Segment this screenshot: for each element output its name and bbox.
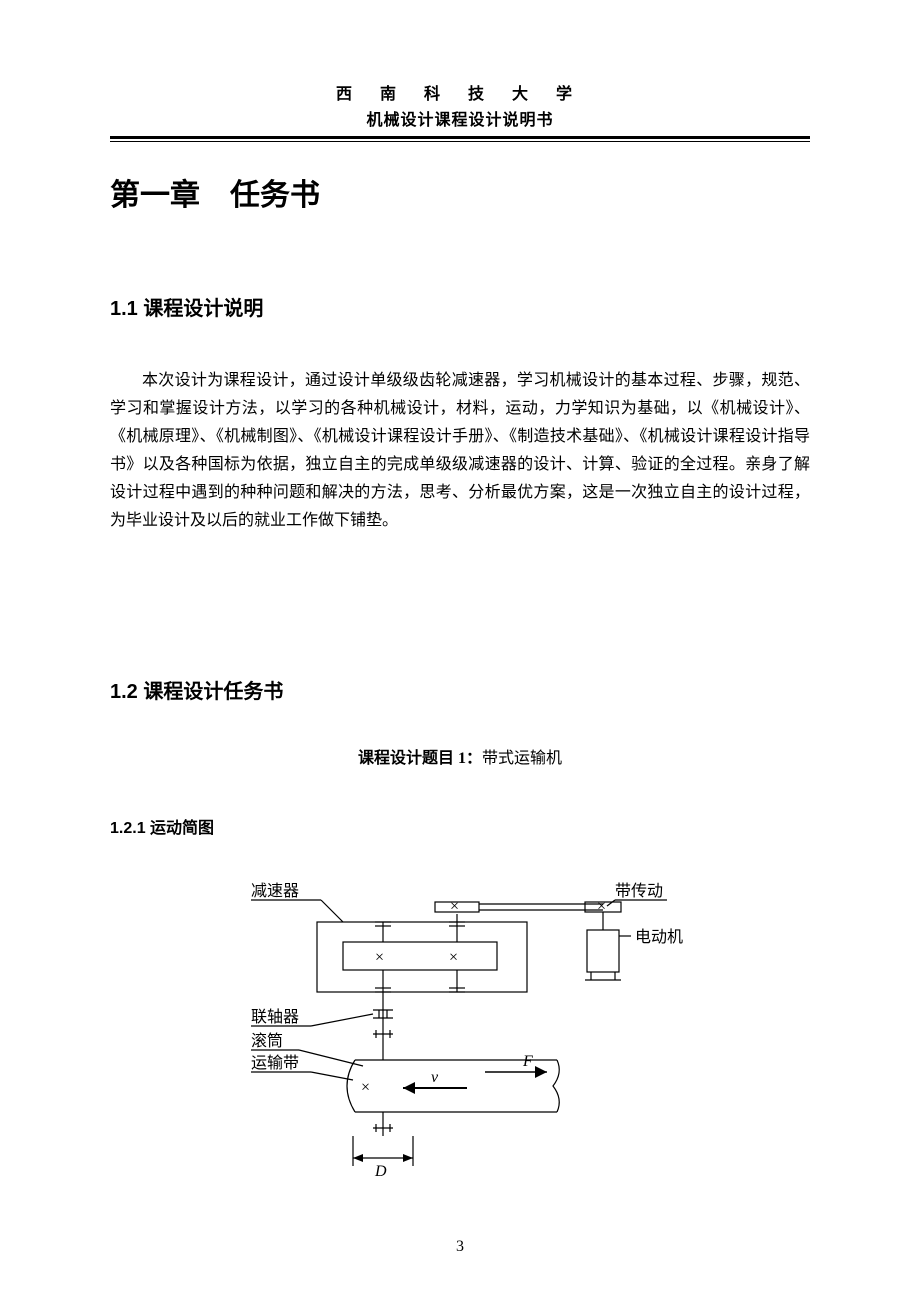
svg-text:×: × <box>450 898 459 915</box>
header-rule <box>110 136 810 142</box>
svg-text:×: × <box>361 1079 370 1096</box>
label-motor: 电动机 <box>635 928 683 946</box>
header-subtitle: 机械设计课程设计说明书 <box>110 106 810 130</box>
section-1-2-1-title: 1.2.1 运动简图 <box>110 814 810 838</box>
label-belt-drive: 带传动 <box>615 882 663 900</box>
section-1-1-paragraph: 本次设计为课程设计，通过设计单级级齿轮减速器，学习机械设计的基本过程、步骤，规范… <box>110 367 810 535</box>
label-belt: 运输带 <box>251 1054 299 1072</box>
header-university: 西 南 科 技 大 学 <box>110 80 810 104</box>
label-diameter: D <box>374 1163 387 1180</box>
label-coupling: 联轴器 <box>251 1008 299 1026</box>
svg-text:×: × <box>375 949 384 966</box>
svg-text:×: × <box>449 949 458 966</box>
topic-value: 带式运输机 <box>482 750 562 767</box>
label-reducer: 减速器 <box>251 882 299 900</box>
kinematic-diagram-svg: 减速器 × × <box>235 874 685 1204</box>
label-drum: 滚筒 <box>251 1032 283 1050</box>
document-page: 西 南 科 技 大 学 机械设计课程设计说明书 第一章 任务书 1.1 课程设计… <box>0 0 920 1302</box>
section-1-2-title: 1.2 课程设计任务书 <box>110 675 810 704</box>
label-velocity: v <box>431 1069 439 1086</box>
svg-text:×: × <box>597 898 606 915</box>
section-1-1-title: 1.1 课程设计说明 <box>110 292 810 321</box>
kinematic-diagram: 减速器 × × <box>110 874 810 1204</box>
design-topic-line: 课程设计题目 1：带式运输机 <box>110 744 810 768</box>
label-force: F <box>522 1053 533 1070</box>
page-number: 3 <box>0 1238 920 1256</box>
topic-label: 课程设计题目 1： <box>358 750 482 767</box>
page-header: 西 南 科 技 大 学 机械设计课程设计说明书 <box>110 80 810 142</box>
chapter-title: 第一章 任务书 <box>110 170 810 214</box>
